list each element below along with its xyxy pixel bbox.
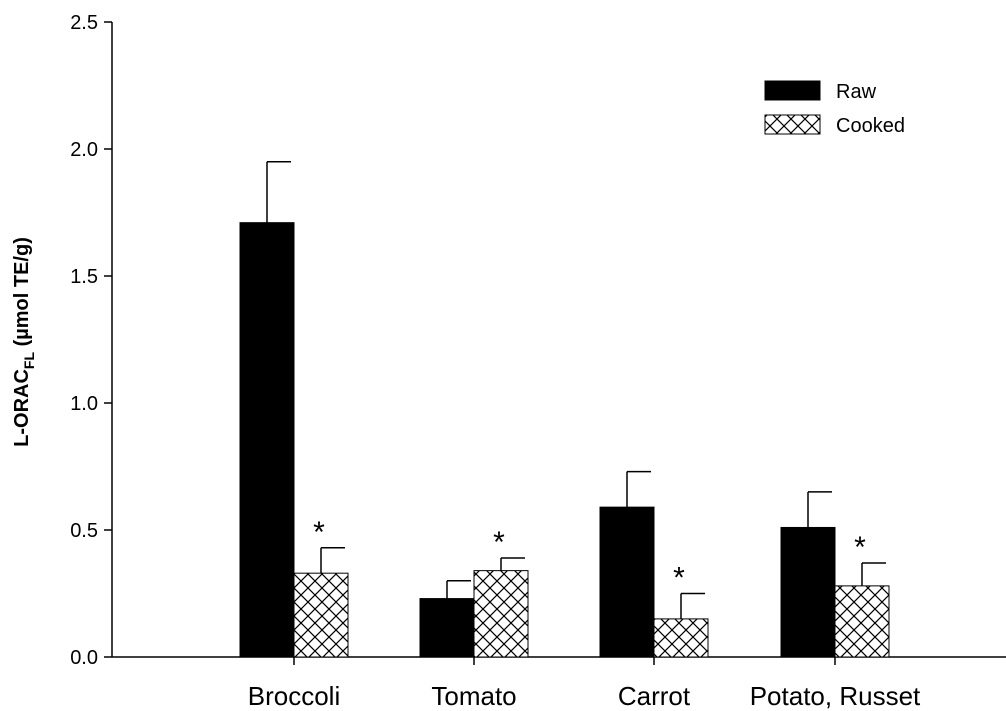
legend: Raw Cooked — [764, 80, 905, 137]
legend-label-cooked: Cooked — [836, 115, 905, 137]
y-axis-label-unit: (µmol TE/g) — [11, 237, 33, 352]
y-axis-label: L-ORACFL (µmol TE/g) — [11, 237, 37, 447]
significance-asterisk: * — [313, 516, 325, 549]
x-tick-label: Tomato — [431, 681, 516, 711]
significance-asterisk: * — [854, 531, 866, 564]
y-tick-label: 1.5 — [70, 266, 98, 288]
significance-asterisk: * — [673, 562, 685, 595]
y-ticks: 0.0 0.5 1.0 1.5 2.0 2.5 — [70, 12, 112, 669]
x-ticks: Broccoli Tomato Carrot Potato, Russet — [248, 657, 921, 711]
legend-label-raw: Raw — [836, 81, 877, 103]
bars — [239, 222, 890, 658]
y-axis-label-subscript: FL — [21, 352, 37, 370]
legend-swatch-cooked — [764, 114, 821, 135]
x-tick-label: Carrot — [618, 681, 691, 711]
bar-raw — [419, 598, 475, 658]
y-axis-label-main: L-ORAC — [11, 369, 33, 447]
bar-raw — [239, 222, 295, 658]
significance-marks: * * * * — [313, 516, 866, 595]
x-tick-label: Potato, Russet — [750, 681, 921, 711]
x-tick-label: Broccoli — [248, 681, 340, 711]
bar-cooked — [473, 570, 529, 658]
significance-asterisk: * — [493, 526, 505, 559]
y-tick-label: 1.0 — [70, 393, 98, 415]
bar-cooked — [653, 618, 709, 658]
bar-raw — [599, 506, 655, 658]
y-tick-label: 0.0 — [70, 647, 98, 669]
y-tick-label: 0.5 — [70, 520, 98, 542]
y-tick-label: 2.5 — [70, 12, 98, 34]
bar-cooked — [834, 585, 890, 658]
y-tick-label: 2.0 — [70, 139, 98, 161]
bar-cooked — [293, 572, 349, 658]
error-bars — [266, 160, 886, 619]
bar-raw — [780, 526, 836, 658]
legend-swatch-raw — [764, 80, 821, 101]
